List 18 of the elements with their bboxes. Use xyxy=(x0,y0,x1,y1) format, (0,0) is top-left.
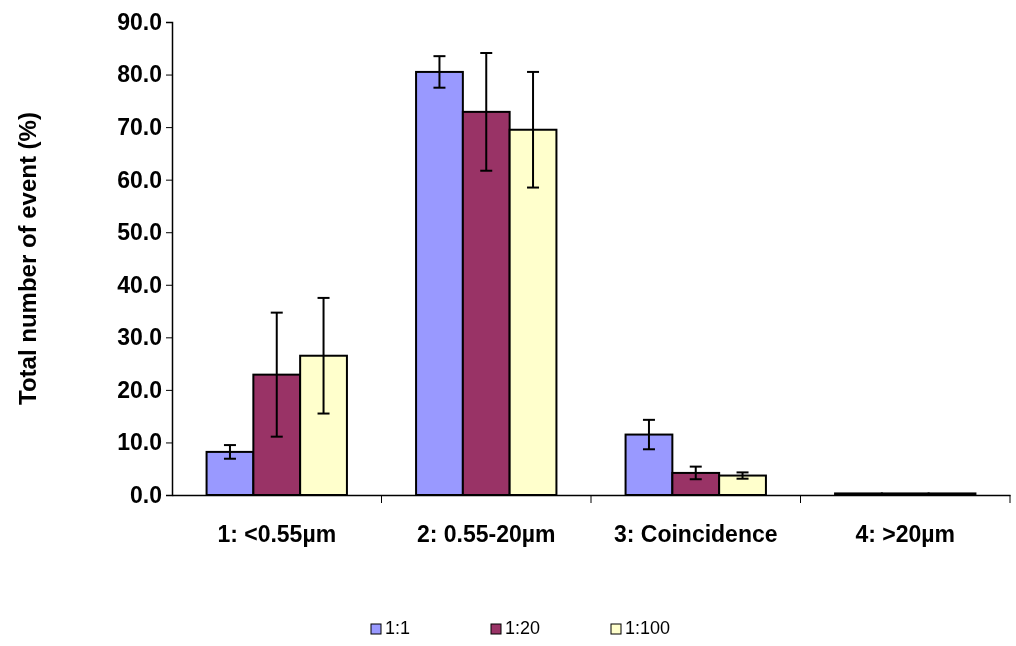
x-tick-label: 4: >20µm xyxy=(855,520,956,547)
y-tick-label: 0.0 xyxy=(130,481,162,508)
x-tick-label: 2: 0.55-20µm xyxy=(416,520,556,547)
y-tick-label: 60.0 xyxy=(117,166,162,193)
y-tick-label: 40.0 xyxy=(117,271,162,298)
y-tick-label: 90.0 xyxy=(117,8,162,35)
y-tick-label: 70.0 xyxy=(117,113,162,140)
x-tick-label: 1: <0.55µm xyxy=(217,520,337,547)
y-tick-label: 80.0 xyxy=(117,61,162,88)
legend-label: 1:100 xyxy=(625,618,671,638)
y-tick-label: 20.0 xyxy=(117,376,162,403)
legend-label: 1:20 xyxy=(505,618,541,638)
x-tick-label: 3: Coincidence xyxy=(613,520,778,547)
y-tick-label: 30.0 xyxy=(117,324,162,351)
y-tick-label: 50.0 xyxy=(117,219,162,246)
legend-label: 1:1 xyxy=(385,618,411,638)
y-axis-title: Total number of event (%) xyxy=(14,112,41,405)
y-tick-label: 10.0 xyxy=(117,429,162,456)
